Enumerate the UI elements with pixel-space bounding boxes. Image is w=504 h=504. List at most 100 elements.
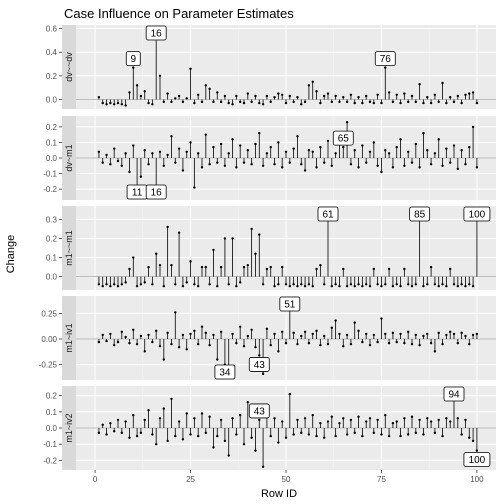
data-point [353,284,356,288]
data-point [406,283,410,286]
data-point [204,431,208,435]
data-point [135,84,139,87]
data-point [250,328,253,332]
panel-m1~iv2: m1~iv2 0.2 0.1 0.0 -0.1 -0.2 94 43 100 [43,386,496,470]
y-tick-label: 0.00 [41,335,57,344]
data-point [154,442,158,446]
data-point [280,166,284,169]
y-tick-label: 0.0 [46,273,58,282]
data-point [288,284,292,288]
data-point [166,331,169,335]
data-point [456,94,460,98]
data-point [112,103,116,106]
data-point [406,433,410,436]
data-point [296,135,299,138]
y-tick-label: 0.1 [46,408,58,417]
data-point [166,439,169,443]
data-point [97,150,101,153]
x-axis-title: Row ID [261,488,297,500]
data-point [475,166,479,169]
annotation-box [125,51,141,66]
data-point [135,342,139,346]
data-point [273,284,276,288]
y-tick-label: 0.4 [46,48,58,57]
data-point [334,94,337,98]
data-point [292,283,295,286]
data-point [330,284,334,288]
x-tick-label: 100 [470,475,484,484]
data-point [116,284,120,288]
data-point [296,284,299,288]
y-tick-label: 0.2 [46,123,58,132]
data-point [273,163,276,166]
strip-label: m1~iv2 [64,413,74,442]
data-point [368,100,372,104]
data-point [410,94,414,98]
data-point [372,431,376,435]
data-point [364,94,368,98]
data-point [227,454,230,457]
data-point [426,332,429,336]
data-point [437,418,440,422]
data-point [300,283,303,286]
data-point [437,138,440,141]
data-point [292,100,295,104]
data-point [288,161,292,164]
data-point [311,284,314,288]
data-point [303,169,307,172]
y-tick-label: -0.2 [43,185,57,194]
data-point [414,333,418,337]
data-point [429,163,433,166]
data-point [357,329,360,333]
data-point [258,418,261,422]
data-point [97,431,101,435]
y-tick-label: -0.1 [43,170,57,179]
data-point [174,161,177,164]
data-point [112,343,116,347]
data-point [300,431,303,435]
data-point [189,67,192,70]
y-tick-label: 0.25 [41,309,57,318]
data-point [448,330,452,334]
data-point [227,101,230,105]
data-point [189,260,192,263]
data-point [410,415,414,418]
data-point [361,101,364,105]
data-point [277,141,280,144]
data-point [212,100,215,104]
annotation-box [248,403,270,419]
data-point [361,434,364,438]
data-point [452,283,456,286]
data-point [277,283,280,286]
data-point [342,95,345,99]
data-point [135,284,139,288]
data-point [124,420,127,423]
data-point [246,263,250,267]
data-point [406,100,410,104]
data-point [170,263,173,267]
data-point [311,332,314,336]
data-point [101,423,104,426]
data-point [185,412,188,415]
data-point [193,101,196,105]
data-point [177,346,181,349]
data-point [315,90,318,93]
data-point [166,92,169,95]
data-point [219,142,223,146]
data-point [414,431,418,435]
panels-group: dv~~dv0.00.20.40.6 169 76dv~m1-0.2-0.10.00… [39,25,496,470]
data-point [219,330,223,334]
data-point [128,170,131,174]
data-point [238,281,242,284]
data-point [231,417,234,420]
data-point [124,335,127,339]
annotation-label: 43 [254,406,266,417]
data-point [177,147,181,150]
data-point [105,153,108,157]
data-point [216,91,219,94]
data-point [223,164,227,167]
data-point [273,95,276,99]
y-tick-label: -0.25 [39,361,58,370]
data-point [464,163,467,166]
data-point [399,101,402,105]
